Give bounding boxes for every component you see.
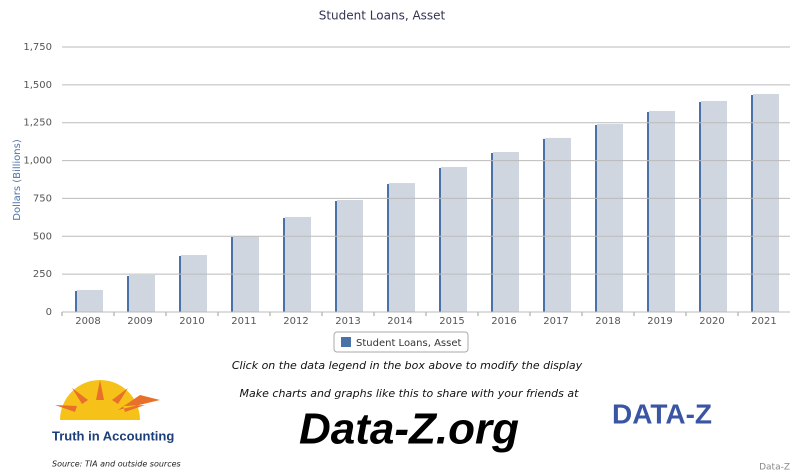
y-tick-label: 0 bbox=[46, 307, 52, 318]
x-tick-label: 2012 bbox=[283, 316, 308, 327]
logo-sun bbox=[55, 380, 160, 420]
y-tick-label: 1,750 bbox=[23, 42, 52, 53]
legend-swatch[interactable] bbox=[341, 337, 351, 347]
y-tick-label: 1,500 bbox=[23, 80, 52, 91]
y-tick-label: 750 bbox=[33, 193, 52, 204]
y-tick-label: 250 bbox=[33, 269, 52, 280]
chart-title: Student Loans, Asset bbox=[319, 9, 446, 23]
bar-shadow bbox=[701, 100, 727, 313]
source-text: Source: TIA and outside sources bbox=[52, 460, 181, 469]
x-tick-label: 2019 bbox=[647, 316, 672, 327]
bar-shadow bbox=[129, 274, 155, 312]
x-tick-label: 2020 bbox=[699, 316, 724, 327]
legend-label[interactable]: Student Loans, Asset bbox=[356, 338, 462, 349]
hint-text: Click on the data legend in the box abov… bbox=[232, 359, 583, 372]
bar-shadow bbox=[285, 216, 311, 312]
bar-shadow bbox=[389, 183, 415, 312]
bar-shadow bbox=[77, 289, 103, 312]
bar-shadow bbox=[441, 166, 467, 312]
x-tick-label: 2021 bbox=[751, 316, 776, 327]
site-name[interactable]: Data-Z.org bbox=[299, 405, 519, 454]
y-tick-label: 1,250 bbox=[23, 118, 52, 129]
x-tick-label: 2010 bbox=[179, 316, 204, 327]
x-tick-label: 2013 bbox=[335, 316, 360, 327]
bar-shadow bbox=[493, 152, 519, 312]
bar-shadow bbox=[181, 254, 207, 312]
y-tick-label: 1,000 bbox=[23, 156, 52, 167]
y-axis-label: Dollars (Billions) bbox=[12, 139, 23, 221]
x-tick-label: 2008 bbox=[75, 316, 100, 327]
legend-box[interactable] bbox=[333, 331, 469, 353]
credit-text: Data-Z bbox=[759, 463, 790, 473]
x-tick-label: 2011 bbox=[231, 316, 256, 327]
y-tick-label: 500 bbox=[33, 231, 52, 242]
bar-shadow bbox=[753, 94, 779, 312]
bar-shadow bbox=[545, 137, 571, 312]
logo-right: DATA-Z bbox=[612, 398, 712, 429]
legend[interactable]: Student Loans, Asset bbox=[333, 331, 469, 353]
x-tick-label: 2016 bbox=[491, 316, 516, 327]
x-tick-label: 2017 bbox=[543, 316, 568, 327]
bar-shadow bbox=[337, 200, 363, 312]
bar-shadow bbox=[597, 123, 623, 312]
x-tick-label: 2009 bbox=[127, 316, 152, 327]
x-tick-label: 2015 bbox=[439, 316, 464, 327]
logo-left-text: Truth in Accounting bbox=[52, 428, 174, 443]
bar-shadow bbox=[649, 110, 675, 312]
promo-text: Make charts and graphs like this to shar… bbox=[240, 387, 580, 400]
x-tick-label: 2018 bbox=[595, 316, 620, 327]
x-tick-label: 2014 bbox=[387, 316, 412, 327]
